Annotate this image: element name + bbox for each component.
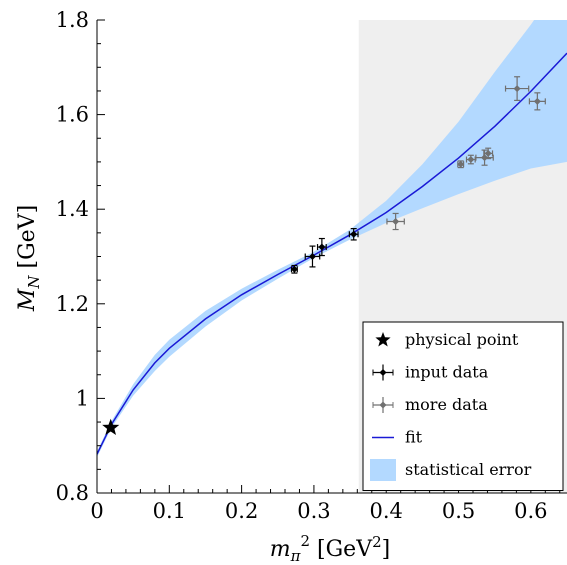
y-axis-label: MN [GeV] [15, 205, 43, 312]
legend-label: input data [405, 363, 489, 382]
more-data-point [528, 92, 546, 111]
more-data-point-marker [457, 160, 465, 168]
legend-box [362, 321, 564, 491]
legend-item-fit: fit [372, 428, 423, 447]
x-label-base: m [270, 537, 291, 562]
input-data-point [348, 227, 359, 241]
legend-item-physical: physical point [375, 330, 519, 349]
y-label-sub: N [25, 275, 43, 290]
x-tick-label: 0.3 [297, 499, 330, 523]
x-tick-label: 0.1 [153, 499, 186, 523]
legend-label: more data [405, 395, 488, 414]
more-data-point-marker [467, 156, 475, 164]
more-data-point-marker [533, 97, 541, 105]
physical-point-star [102, 418, 120, 435]
x-label-sup: 2 [300, 532, 310, 550]
x-label-unit: [GeV [310, 537, 373, 562]
y-tick-label: 1.6 [56, 103, 89, 127]
more-data-point-marker [481, 154, 489, 162]
statistical-error-band [97, 20, 567, 458]
legend-band-swatch [370, 459, 396, 481]
x-tick-label: 0.2 [225, 499, 258, 523]
legend-diamond-icon [379, 401, 387, 409]
input-data-point [290, 264, 298, 274]
input-data-point [316, 237, 327, 257]
more-data-point-marker [392, 217, 400, 225]
legend-label: statistical error [405, 460, 532, 479]
x-tick-label: 0.6 [514, 499, 547, 523]
y-tick-label: 1.4 [56, 197, 89, 221]
legend-item-error: statistical error [370, 459, 532, 481]
y-tick-label: 1 [76, 386, 89, 410]
y-label-unit: [GeV] [15, 205, 40, 276]
legend-item-input: input data [372, 363, 489, 382]
x-axis-label: mπ2 [GeV2] [270, 532, 390, 565]
x-label-unit-sup: 2 [372, 533, 382, 551]
legend-diamond-icon [379, 369, 387, 376]
x-tick-label: 0.5 [442, 499, 475, 523]
y-tick-label: 1.8 [56, 8, 89, 32]
y-tick-label: 1.2 [56, 292, 89, 316]
x-tick-label: 0 [90, 499, 103, 523]
more-data-point [483, 147, 494, 160]
legend-item-more: more data [372, 395, 488, 414]
legend-label: fit [405, 428, 423, 447]
more-data-point [386, 212, 405, 231]
legend-star-icon [375, 332, 391, 347]
input-data-point-marker [350, 230, 358, 238]
fit-line [97, 52, 567, 455]
more-data-point [504, 76, 530, 102]
x-tick-label: 0.4 [370, 499, 403, 523]
y-label-base: M [15, 288, 40, 312]
x-label-unit-close: ] [382, 537, 391, 562]
more-data-point-marker [484, 149, 492, 157]
more-data-point [465, 154, 476, 165]
input-data-point-marker [318, 243, 326, 251]
legend-label: physical point [405, 330, 519, 349]
more-data-point-marker [513, 85, 521, 93]
input-data-point [304, 245, 321, 268]
input-data-point-marker [290, 265, 298, 273]
more-data-point [475, 149, 494, 166]
y-tick-label: 0.8 [56, 481, 89, 505]
x-label-sub: π [290, 547, 302, 565]
input-data-point-marker [308, 253, 316, 260]
more-data-point [457, 160, 465, 169]
